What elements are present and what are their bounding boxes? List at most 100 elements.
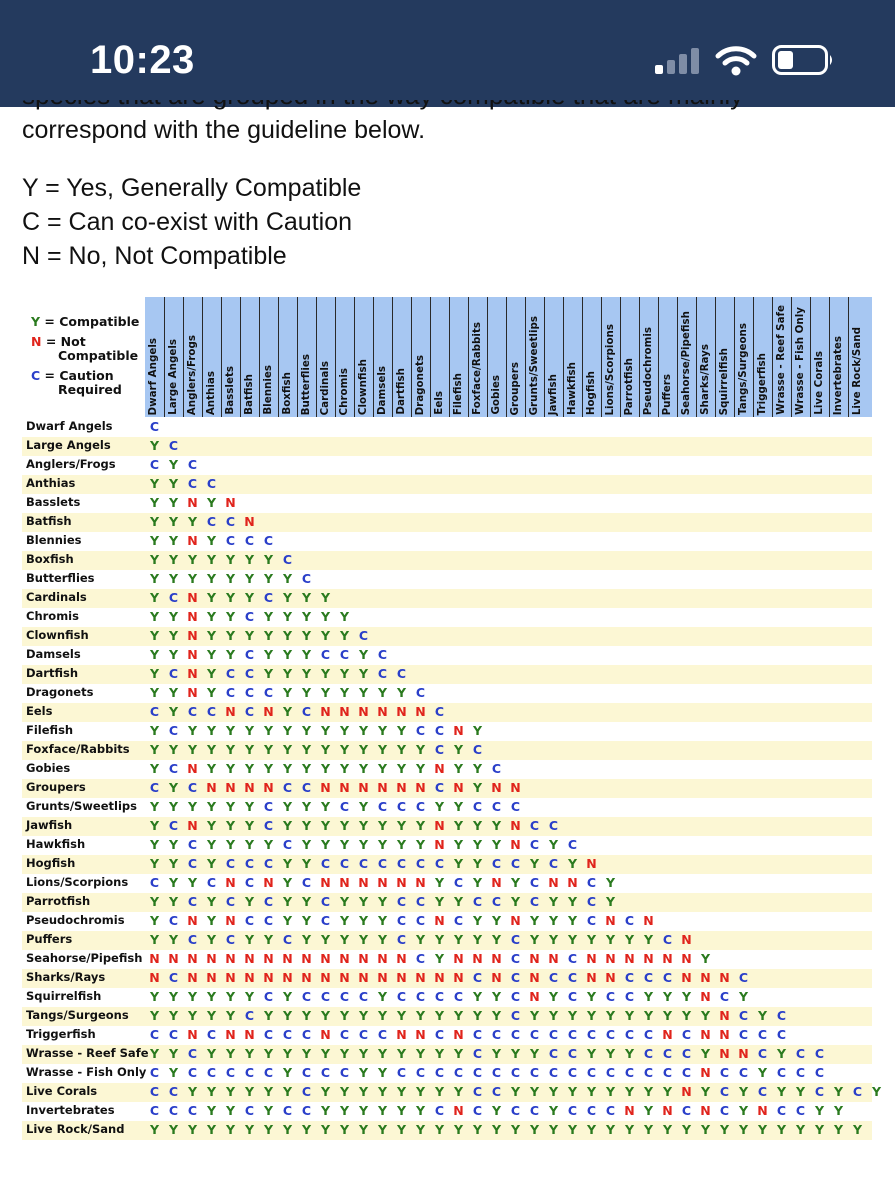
table-cell: C: [301, 1065, 312, 1080]
table-cell: N: [700, 970, 711, 985]
table-cell: C: [187, 457, 198, 472]
table-row: Invertebrates C C C Y Y C Y C C Y Y Y Y Y Y C N C Y C C Y C C C N Y…: [22, 1102, 872, 1121]
table-cell: N: [453, 951, 464, 966]
table-cell: C: [415, 1065, 426, 1080]
table-cell: Y: [358, 894, 369, 909]
table-cell: C: [472, 1065, 483, 1080]
column-header-label: Live Corals: [813, 351, 825, 415]
table-cell: Y: [206, 989, 217, 1004]
table-cell: C: [206, 1027, 217, 1042]
table-cell: Y: [358, 932, 369, 947]
column-header-label: Batfish: [243, 374, 255, 415]
key-caution: C = Can co-exist with Caution: [22, 208, 353, 236]
table-cell: C: [244, 875, 255, 890]
table-cell: Y: [700, 1046, 711, 1061]
column-header-label: Pseudochromis: [642, 326, 654, 415]
table-cell: Y: [377, 989, 388, 1004]
table-cell: Y: [339, 666, 350, 681]
table-cell: C: [472, 799, 483, 814]
table-cell: Y: [377, 1008, 388, 1023]
table-cell: Y: [263, 1046, 274, 1061]
table-cell: Y: [320, 799, 331, 814]
table-cell: Y: [206, 647, 217, 662]
column-header: Invertebrates: [829, 297, 849, 417]
table-cell: N: [263, 970, 274, 985]
table-cell: Y: [263, 742, 274, 757]
legend-y-text: = Compatible: [44, 314, 140, 329]
cellular-signal-icon: [655, 48, 699, 74]
table-cell: N: [339, 704, 350, 719]
table-cell: Y: [168, 609, 179, 624]
table-cell: Y: [168, 989, 179, 1004]
table-cell: Y: [377, 837, 388, 852]
table-row: Tangs/Surgeons Y Y Y Y Y C Y Y Y Y Y Y Y Y Y Y Y Y Y C Y Y Y Y Y Y…: [22, 1007, 872, 1026]
table-cell: N: [206, 970, 217, 985]
table-cell: N: [225, 704, 236, 719]
column-header: Jawfish: [544, 297, 564, 417]
table-cell: Y: [149, 932, 160, 947]
table-cell: Y: [263, 837, 274, 852]
table-cell: C: [434, 1103, 445, 1118]
table-cell: C: [453, 913, 464, 928]
table-cell: Y: [320, 685, 331, 700]
column-header: Groupers: [506, 297, 526, 417]
table-cell: Y: [377, 894, 388, 909]
table-cell: C: [396, 799, 407, 814]
table-cell: C: [434, 780, 445, 795]
table-cell: N: [681, 951, 692, 966]
table-cell: Y: [168, 552, 179, 567]
table-cell: C: [491, 1027, 502, 1042]
table-cell: C: [738, 1008, 749, 1023]
column-header: Puffers: [658, 297, 678, 417]
table-cell: Y: [149, 1046, 160, 1061]
table-cell: N: [396, 1027, 407, 1042]
table-cell: C: [491, 761, 502, 776]
table-cell: C: [814, 1046, 825, 1061]
row-label: Eels: [26, 704, 53, 718]
table-row: Anthias Y Y C C: [22, 475, 872, 494]
table-cell: Y: [529, 932, 540, 947]
table-cell: C: [225, 533, 236, 548]
table-cell: Y: [491, 1046, 502, 1061]
table-cell: C: [149, 704, 160, 719]
table-cell: Y: [567, 856, 578, 871]
table-cell: Y: [225, 647, 236, 662]
table-cell: Y: [301, 647, 312, 662]
table-cell: N: [719, 1027, 730, 1042]
table-cell: Y: [491, 1008, 502, 1023]
table-cell: N: [510, 913, 521, 928]
table-cell: Y: [529, 1122, 540, 1137]
table-cell: Y: [168, 837, 179, 852]
table-cell: N: [168, 951, 179, 966]
table-cell: N: [320, 780, 331, 795]
table-cell: N: [719, 1046, 730, 1061]
table-row: Gobies Y C N Y Y Y Y Y Y Y Y Y Y Y Y N Y Y C: [22, 760, 872, 779]
table-cell: Y: [377, 1084, 388, 1099]
table-cell: Y: [548, 932, 559, 947]
table-cell: C: [168, 1103, 179, 1118]
table-row: Triggerfish C C N C N N C C C N C C C N N C N C C C C C C C C C C N C…: [22, 1026, 872, 1045]
table-cell: Y: [358, 913, 369, 928]
table-cell: Y: [415, 742, 426, 757]
table-cell: N: [244, 951, 255, 966]
column-header: Large Angels: [164, 297, 184, 417]
table-cell: C: [263, 989, 274, 1004]
column-header: Anthias: [202, 297, 222, 417]
table-row: Squirrelfish Y Y Y Y Y Y C Y C C C C Y C C C C Y Y C N Y C Y C C Y Y…: [22, 988, 872, 1007]
table-cell: C: [795, 1103, 806, 1118]
table-cell: C: [529, 1065, 540, 1080]
table-cell: C: [168, 438, 179, 453]
table-cell: Y: [662, 1084, 673, 1099]
table-cell: N: [225, 1027, 236, 1042]
table-cell: N: [149, 951, 160, 966]
table-cell: Y: [187, 514, 198, 529]
table-cell: Y: [168, 647, 179, 662]
table-cell: Y: [567, 894, 578, 909]
table-cell: Y: [301, 609, 312, 624]
table-cell: N: [700, 1027, 711, 1042]
table-cell: C: [548, 970, 559, 985]
table-row: Anglers/Frogs C Y C: [22, 456, 872, 475]
table-cell: C: [453, 989, 464, 1004]
table-cell: Y: [510, 894, 521, 909]
table-cell: Y: [282, 799, 293, 814]
